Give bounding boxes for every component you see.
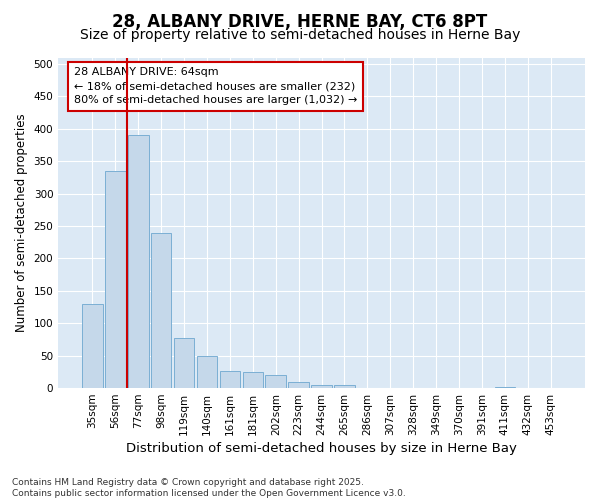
- Bar: [128, 136, 149, 388]
- Text: Contains HM Land Registry data © Crown copyright and database right 2025.
Contai: Contains HM Land Registry data © Crown c…: [12, 478, 406, 498]
- Bar: [494, 387, 515, 388]
- Bar: [105, 171, 125, 388]
- Bar: [334, 385, 355, 388]
- Text: 28, ALBANY DRIVE, HERNE BAY, CT6 8PT: 28, ALBANY DRIVE, HERNE BAY, CT6 8PT: [112, 12, 488, 30]
- Text: 28 ALBANY DRIVE: 64sqm
← 18% of semi-detached houses are smaller (232)
80% of se: 28 ALBANY DRIVE: 64sqm ← 18% of semi-det…: [74, 68, 358, 106]
- Bar: [311, 385, 332, 388]
- Bar: [197, 356, 217, 388]
- Bar: [242, 372, 263, 388]
- Bar: [289, 382, 309, 388]
- Bar: [151, 232, 172, 388]
- X-axis label: Distribution of semi-detached houses by size in Herne Bay: Distribution of semi-detached houses by …: [126, 442, 517, 455]
- Text: Size of property relative to semi-detached houses in Herne Bay: Size of property relative to semi-detach…: [80, 28, 520, 42]
- Bar: [220, 370, 240, 388]
- Bar: [82, 304, 103, 388]
- Bar: [265, 375, 286, 388]
- Y-axis label: Number of semi-detached properties: Number of semi-detached properties: [15, 114, 28, 332]
- Bar: [174, 338, 194, 388]
